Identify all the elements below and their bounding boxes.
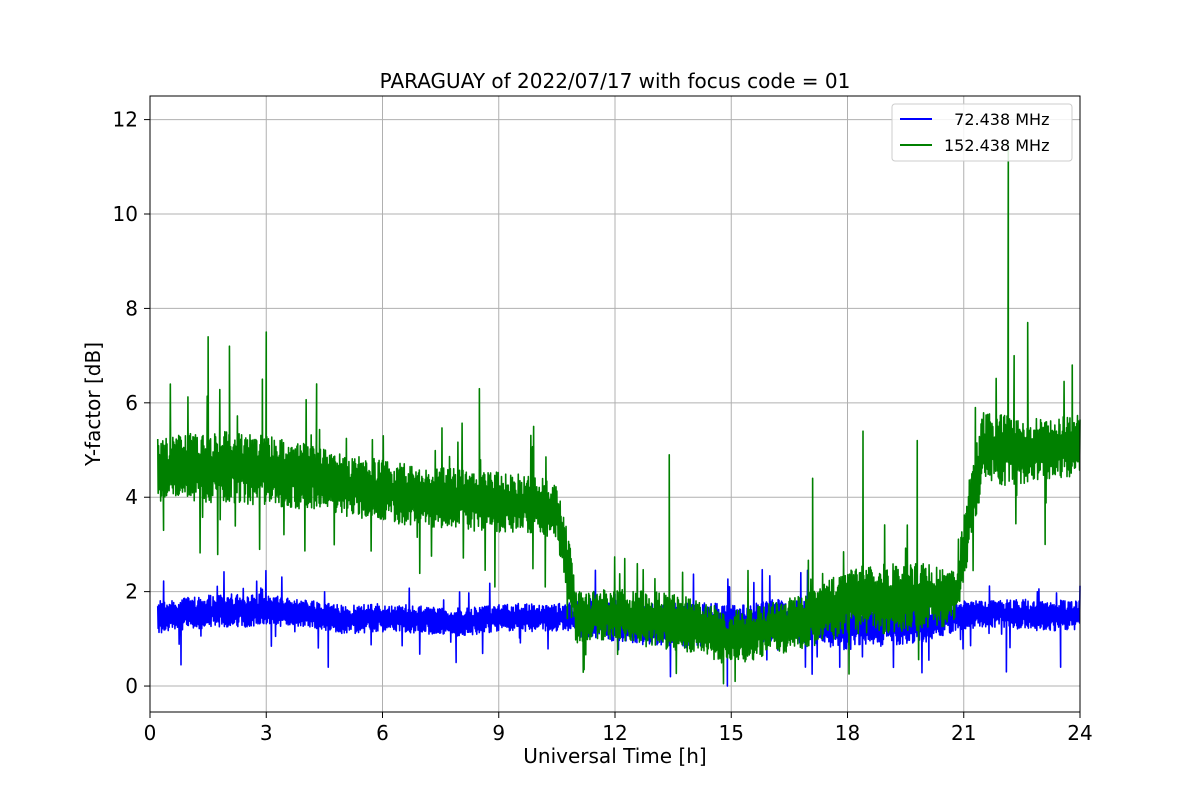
series-line-1	[156, 142, 1081, 685]
x-tick-label: 3	[260, 721, 273, 745]
y-tick-label: 4	[125, 485, 138, 509]
x-tick-label: 24	[1067, 721, 1092, 745]
x-tick-label: 6	[376, 721, 389, 745]
y-axis-label: Y-factor [dB]	[81, 342, 105, 467]
y-tick-label: 12	[113, 108, 138, 132]
y-tick-label: 10	[113, 202, 138, 226]
x-tick-label: 0	[144, 721, 157, 745]
legend-label-72mhz: 72.438 MHz	[944, 110, 1049, 129]
y-tick-label: 6	[125, 391, 138, 415]
x-axis-label: Universal Time [h]	[523, 744, 706, 768]
chart-title: PARAGUAY of 2022/07/17 with focus code =…	[380, 69, 851, 93]
y-tick-label: 2	[125, 580, 138, 604]
y-tick-label: 8	[125, 296, 138, 320]
x-tick-label: 18	[835, 721, 860, 745]
series-group	[156, 142, 1081, 687]
x-tick-label: 15	[719, 721, 744, 745]
legend-box	[891, 103, 1073, 162]
x-tick-label: 21	[951, 721, 976, 745]
x-tick-label: 9	[492, 721, 505, 745]
x-tick-label: 12	[602, 721, 627, 745]
y-tick-label: 0	[125, 674, 138, 698]
legend: 72.438 MHz 152.438 MHz	[891, 103, 1073, 162]
legend-label-152mhz: 152.438 MHz	[944, 136, 1049, 155]
